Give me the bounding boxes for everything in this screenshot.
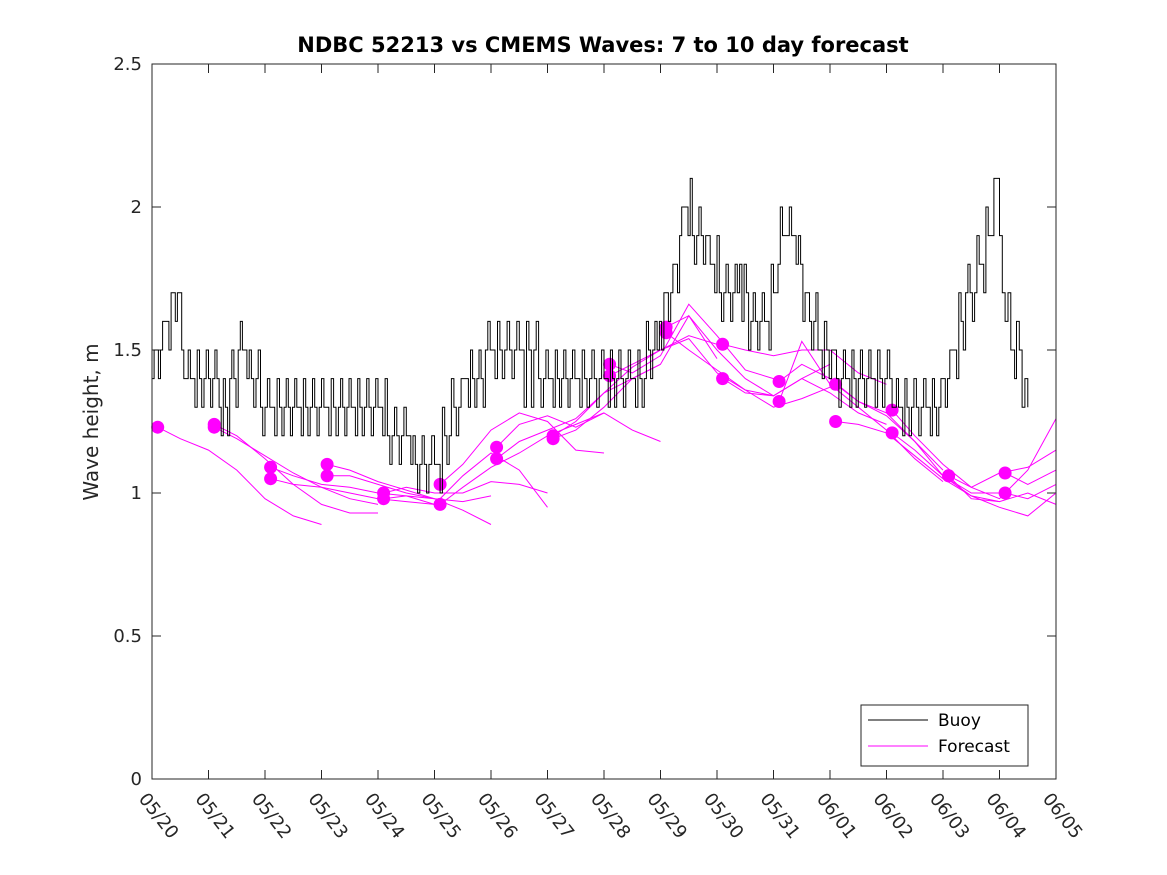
forecast-start-point [377, 492, 391, 506]
forecast-start-point [885, 426, 899, 440]
forecast-line [383, 452, 548, 508]
y-tick-label: 0 [131, 769, 142, 790]
forecast-start-point [433, 497, 447, 511]
forecast-line [383, 481, 548, 494]
chart-title: NDBC 52213 vs CMEMS Waves: 7 to 10 day f… [297, 33, 908, 57]
forecast-line [496, 412, 661, 448]
forecast-line [439, 412, 605, 505]
forecast-line [213, 426, 379, 505]
forecast-line [327, 475, 492, 503]
forecast-start-point [320, 457, 334, 471]
forecast-start-point [490, 452, 504, 466]
y-tick-labels: 0 0.5 1 1.5 2 2.5 [113, 54, 142, 790]
y-tick-label: 1.5 [113, 340, 142, 361]
forecast-line [1004, 483, 1057, 500]
forecast-start-point [264, 460, 278, 474]
forecast-start-point [716, 372, 730, 386]
forecast-start-point [320, 469, 334, 483]
forecast-line [326, 463, 492, 525]
forecast-start-point [829, 415, 843, 428]
legend-box [860, 704, 1029, 767]
forecast-start-point [998, 466, 1012, 480]
forecast-line [948, 475, 1057, 505]
y-tick-label: 1 [131, 483, 142, 504]
forecast-line [439, 412, 605, 485]
forecast-line [157, 426, 322, 525]
buoy-line [152, 177, 1029, 494]
forecast-start-point [998, 486, 1012, 500]
forecast-line [722, 378, 887, 425]
forecast-start-point [603, 357, 617, 371]
forecast-start-point [264, 472, 278, 486]
forecast-line [270, 478, 435, 505]
forecast-start-point [207, 420, 221, 434]
forecast-line [1004, 469, 1057, 485]
forecast-start-point [942, 469, 956, 483]
forecast-start-point [659, 326, 673, 340]
legend: Buoy Forecast [860, 704, 1029, 767]
forecast-line [891, 432, 1057, 517]
forecast-start-point [490, 440, 504, 454]
forecast-start-point [546, 432, 560, 446]
legend-label-buoy: Buoy [938, 711, 981, 731]
y-tick-label: 0.5 [113, 626, 142, 647]
plot-area-frame [151, 63, 1057, 780]
forecast-start-point [772, 375, 786, 388]
forecast-start-point [829, 377, 843, 391]
y-axis-label: Wave height, m [79, 343, 103, 500]
y-tick-label: 2.5 [113, 54, 142, 75]
forecast-line [609, 303, 774, 380]
forecast-start-point [716, 337, 730, 351]
forecast-line [722, 343, 887, 385]
forecast-start-point [151, 420, 165, 434]
forecast-start-point [772, 395, 786, 408]
buoy-series [152, 177, 1029, 494]
legend-label-forecast: Forecast [938, 737, 1010, 757]
forecast-line [552, 335, 718, 437]
y-tick-label: 2 [131, 197, 142, 218]
forecast-line [665, 332, 831, 408]
